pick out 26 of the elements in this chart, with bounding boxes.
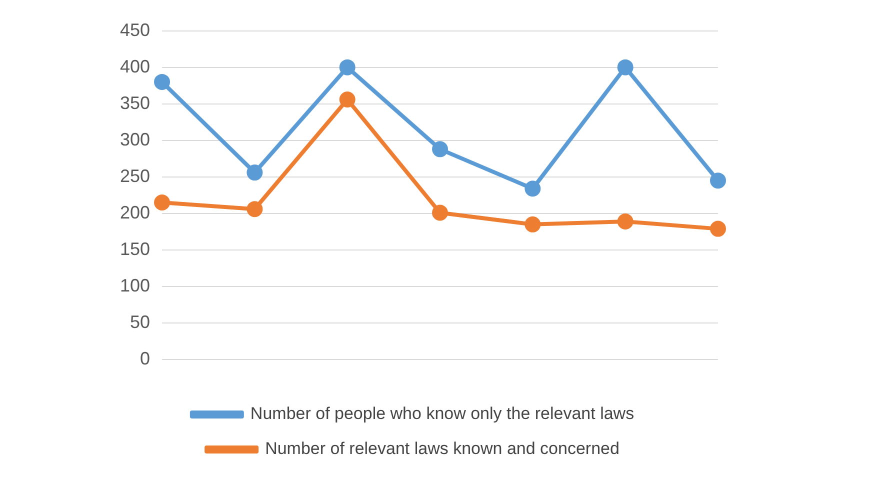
y-tick-label: 400: [120, 56, 150, 76]
y-tick-label: 100: [120, 276, 150, 296]
y-tick-label: 300: [120, 129, 150, 150]
point: [617, 59, 634, 76]
point: [246, 164, 263, 181]
point: [339, 59, 356, 76]
y-tick-label: 50: [130, 312, 150, 332]
point: [154, 74, 170, 90]
y-tick-label: 150: [120, 238, 150, 259]
legend-label: Number of relevant laws known and concerned: [265, 439, 620, 458]
legend-label: Number of people who know only the relevant laws: [250, 404, 634, 424]
point: [617, 214, 634, 230]
y-tick-label: 250: [120, 166, 150, 186]
point: [524, 216, 541, 232]
point: [710, 220, 726, 237]
point: [710, 172, 726, 189]
point: [432, 204, 448, 221]
y-tick-label: 350: [120, 92, 150, 113]
y-tick-label: 200: [120, 202, 150, 222]
point: [524, 180, 541, 197]
y-tick-label: 0: [140, 348, 150, 369]
point: [246, 201, 263, 218]
y-tick-label: 450: [120, 20, 150, 40]
point: [432, 141, 448, 158]
point: [339, 91, 356, 108]
point: [154, 194, 170, 211]
